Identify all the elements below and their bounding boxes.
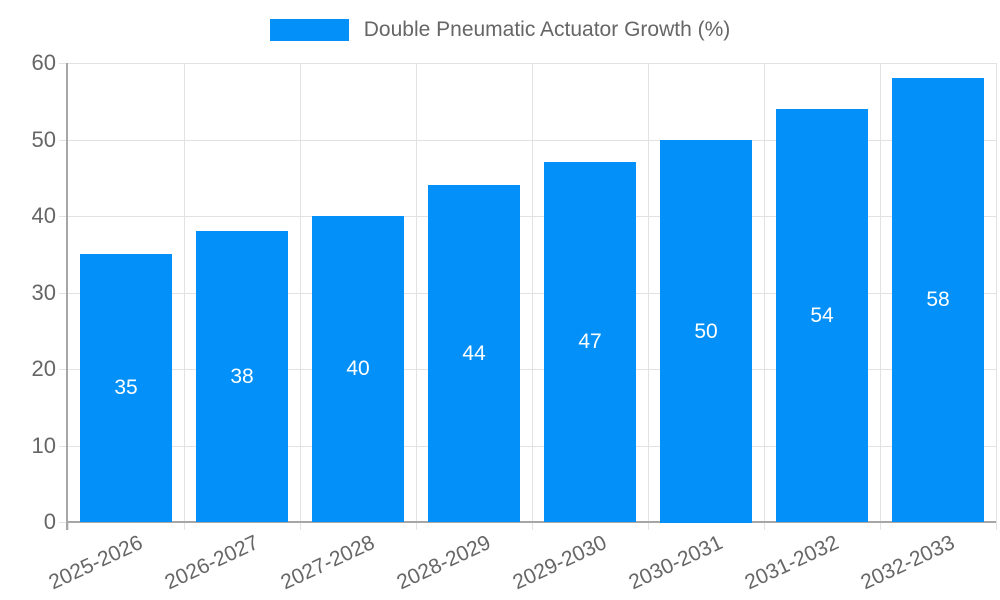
gridline-vertical xyxy=(996,63,997,522)
bar-2030-2031: 50 xyxy=(660,140,752,523)
bar-2026-2027: 38 xyxy=(196,231,288,522)
y-axis-label: 30 xyxy=(31,280,56,305)
bar-value-label: 50 xyxy=(694,319,718,343)
y-axis-tick xyxy=(59,63,68,64)
bar-2028-2029: 44 xyxy=(428,185,520,522)
legend-swatch-icon xyxy=(269,19,349,41)
bar-value-label: 38 xyxy=(230,364,254,388)
legend: Double Pneumatic Actuator Growth (%) xyxy=(0,18,1000,42)
y-axis-label: 10 xyxy=(31,433,56,458)
bar-2032-2033: 58 xyxy=(892,78,984,522)
y-axis-tick xyxy=(59,369,68,370)
x-axis-tick xyxy=(300,522,301,530)
y-axis-line xyxy=(66,63,68,530)
x-axis-tick xyxy=(996,522,997,530)
x-axis-tick xyxy=(648,522,649,530)
gridline-vertical xyxy=(532,63,533,522)
gridline-vertical xyxy=(184,63,185,522)
x-axis-tick xyxy=(764,522,765,530)
bar-value-label: 54 xyxy=(810,303,834,327)
legend-label: Double Pneumatic Actuator Growth (%) xyxy=(363,18,731,41)
gridline-vertical xyxy=(648,63,649,522)
gridline-vertical xyxy=(300,63,301,522)
gridline-vertical xyxy=(416,63,417,522)
y-axis-label: 50 xyxy=(31,127,56,152)
bar-2025-2026: 35 xyxy=(80,254,172,522)
y-axis-label: 60 xyxy=(31,50,56,75)
x-axis-tick xyxy=(532,522,533,530)
bar-value-label: 40 xyxy=(346,357,370,380)
x-axis-tick xyxy=(68,522,69,530)
bar-2027-2028: 40 xyxy=(312,216,404,522)
x-axis-label: 2031-2032 xyxy=(740,531,842,595)
x-axis-label: 2030-2031 xyxy=(624,531,726,595)
x-axis-label: 2032-2033 xyxy=(856,531,958,595)
y-axis-tick xyxy=(59,216,68,217)
x-axis-label: 2028-2029 xyxy=(392,531,494,595)
y-axis-tick xyxy=(59,522,68,523)
x-axis-tick xyxy=(184,522,185,530)
bar-value-label: 58 xyxy=(926,288,950,311)
bar-value-label: 47 xyxy=(578,330,602,353)
x-axis-label: 2029-2030 xyxy=(508,531,610,595)
gridline-vertical xyxy=(764,63,765,522)
bar-2029-2030: 47 xyxy=(544,162,636,522)
bar-value-label: 35 xyxy=(114,376,138,399)
bar-2031-2032: 54 xyxy=(776,109,868,522)
y-axis-label: 40 xyxy=(31,203,56,228)
y-axis-tick xyxy=(59,446,68,447)
x-axis-label: 2027-2028 xyxy=(276,531,378,595)
y-axis-tick xyxy=(59,140,68,141)
x-axis-line xyxy=(66,521,996,523)
bar-value-label: 44 xyxy=(462,341,486,365)
gridline-vertical xyxy=(880,63,881,522)
x-axis-label: 2026-2027 xyxy=(160,531,262,595)
y-axis-tick xyxy=(59,293,68,294)
x-axis-tick xyxy=(416,522,417,530)
y-axis-label: 20 xyxy=(31,356,56,381)
y-axis-label: 0 xyxy=(43,509,56,534)
x-axis-label: 2025-2026 xyxy=(44,531,146,595)
x-axis-tick xyxy=(880,522,881,530)
